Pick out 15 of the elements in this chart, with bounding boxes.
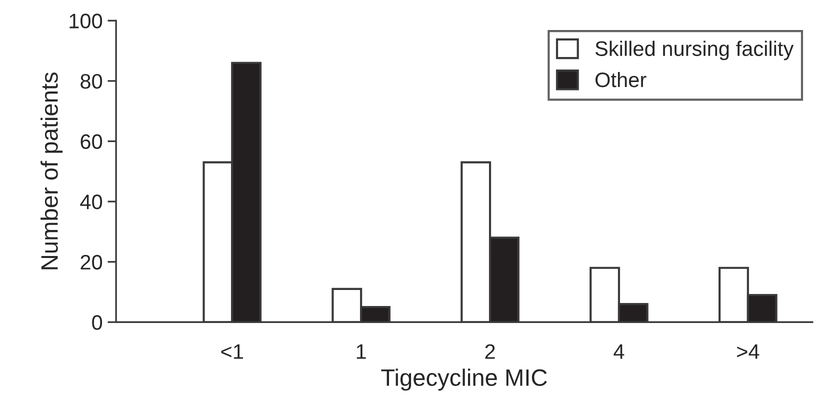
- y-tick-label: 40: [80, 194, 102, 210]
- x-tick-label: >4: [737, 344, 760, 359]
- legend-label: Skilled nursing facility: [595, 40, 794, 60]
- y-tick-label: 0: [92, 315, 102, 330]
- y-tick-label: 100: [70, 14, 102, 28]
- x-axis-title: Tigecycline MIC: [381, 368, 547, 391]
- y-axis-title: Number of patients: [40, 72, 63, 270]
- y-tick-label: 80: [80, 74, 102, 89]
- legend-label: Other: [596, 72, 646, 88]
- y-tick-label: 20: [80, 254, 102, 270]
- x-tick-label: 1: [356, 344, 366, 359]
- x-tick-label: 4: [614, 344, 624, 359]
- y-tick-label: 60: [80, 134, 102, 149]
- x-tick-label: 2: [485, 344, 495, 359]
- x-tick-label: <1: [221, 344, 243, 359]
